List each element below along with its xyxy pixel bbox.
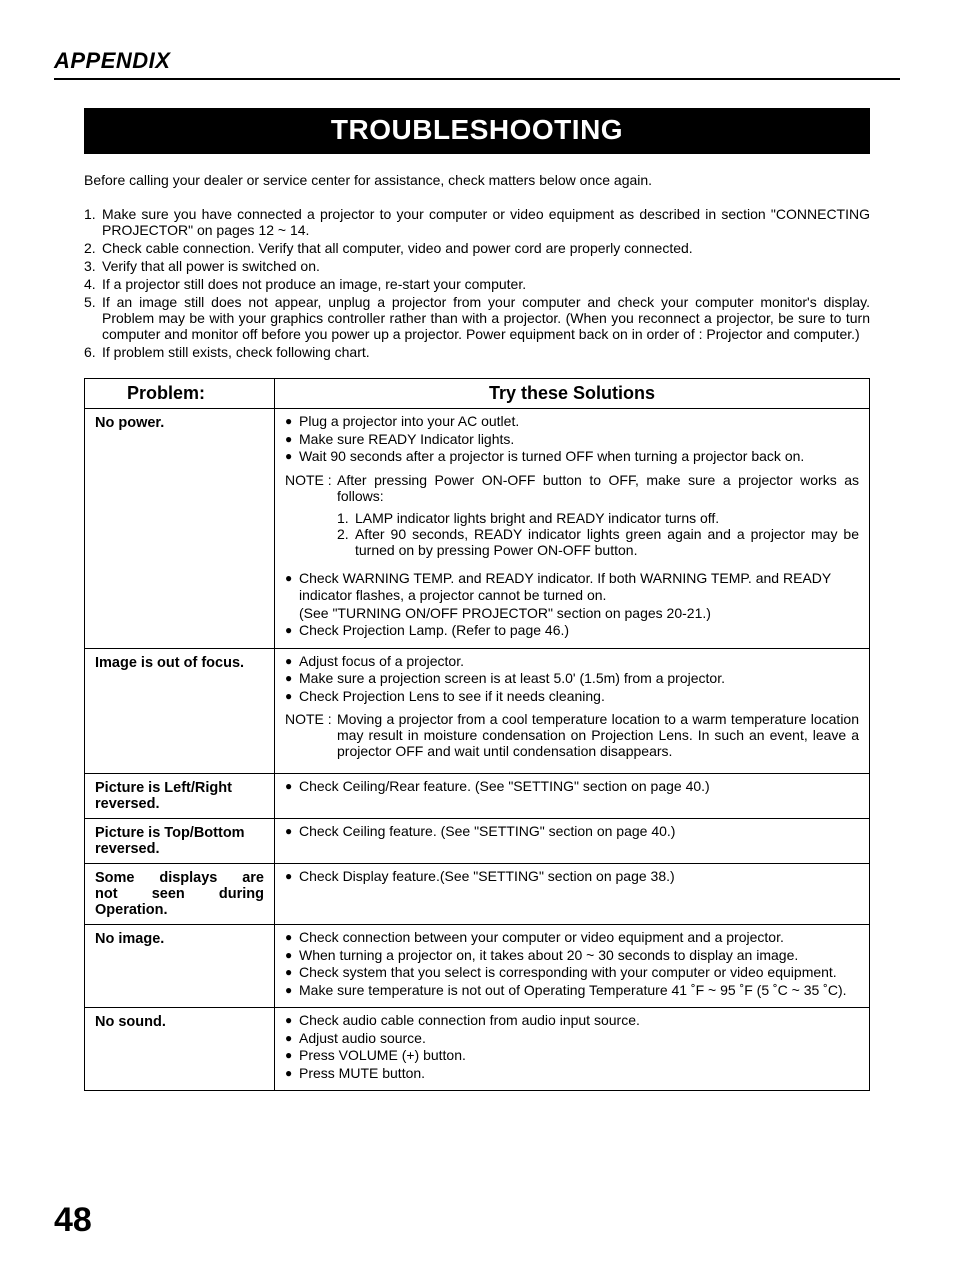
table-row: Some displays arenot seen duringOperatio… (85, 864, 870, 925)
bullet-item: ●Make sure READY Indicator lights. (285, 431, 859, 449)
bullet-item: ●Make sure a projection screen is at lea… (285, 670, 859, 688)
bullet-item: ●Check Ceiling/Rear feature. (See "SETTI… (285, 778, 859, 796)
intro-text: Before calling your dealer or service ce… (84, 172, 870, 188)
bullet-item: ●Check Projection Lamp. (Refer to page 4… (285, 622, 859, 640)
table-row: No sound. ●Check audio cable connection f… (85, 1008, 870, 1091)
table-row: No power.●Plug a projector into your AC … (85, 409, 870, 649)
bullet-item: ●Press MUTE button. (285, 1065, 859, 1083)
problem-cell: Picture is Left/Right reversed. (85, 774, 275, 819)
step-item: 6.If problem still exists, check followi… (84, 344, 870, 360)
note-block: NOTE :Moving a projector from a cool tem… (285, 711, 859, 759)
problem-cell: No power. (85, 409, 275, 649)
problem-cell: Some displays arenot seen duringOperatio… (85, 864, 275, 925)
bullet-item: ●Check connection between your computer … (285, 929, 859, 947)
page-number: 48 (54, 1201, 900, 1240)
bullet-item: ●Wait 90 seconds after a projector is tu… (285, 448, 859, 466)
step-item: 4.If a projector still does not produce … (84, 276, 870, 292)
step-item: 1.Make sure you have connected a project… (84, 206, 870, 238)
section-header: APPENDIX (54, 48, 900, 80)
table-row: Picture is Top/Bottom reversed. ●Check Ce… (85, 819, 870, 864)
step-item: 5.If an image still does not appear, unp… (84, 294, 870, 342)
col-header-problem: Problem: (85, 379, 275, 409)
bullet-item: ●Check audio cable connection from audio… (285, 1012, 859, 1030)
solution-cell: ●Check Ceiling/Rear feature. (See "SETTI… (275, 774, 870, 819)
table-row: Image is out of focus.●Adjust focus of a… (85, 648, 870, 774)
note-block: NOTE :After pressing Power ON-OFF button… (285, 472, 859, 504)
step-item: 3.Verify that all power is switched on. (84, 258, 870, 274)
col-header-solutions: Try these Solutions (275, 379, 870, 409)
note-sub-item: 1.LAMP indicator lights bright and READY… (285, 510, 859, 526)
step-item: 2.Check cable connection. Verify that al… (84, 240, 870, 256)
table-row: No image. ●Check connection between your … (85, 925, 870, 1008)
bullet-item: ●Adjust audio source. (285, 1030, 859, 1048)
troubleshooting-table: Problem: Try these Solutions No power.●P… (84, 378, 870, 1091)
numbered-steps: 1.Make sure you have connected a project… (84, 206, 870, 360)
problem-cell: No image. (85, 925, 275, 1008)
page: APPENDIX TROUBLESHOOTING Before calling … (0, 0, 954, 1280)
bullet-item: ●Check WARNING TEMP. and READY indicator… (285, 570, 859, 605)
bullet-item: ●When turning a projector on, it takes a… (285, 947, 859, 965)
bullet-item: ●Check Display feature.(See "SETTING" se… (285, 868, 859, 886)
solution-cell: ●Check connection between your computer … (275, 925, 870, 1008)
problem-cell: No sound. (85, 1008, 275, 1091)
bullet-item: ●Check Projection Lens to see if it need… (285, 688, 859, 706)
bullet-item: ●Press VOLUME (+) button. (285, 1047, 859, 1065)
page-title-bar: TROUBLESHOOTING (84, 108, 870, 154)
bullet-item: ●Check system that you select is corresp… (285, 964, 859, 982)
table-row: Picture is Left/Right reversed. ●Check Ce… (85, 774, 870, 819)
solution-cell: ●Check Ceiling feature. (See "SETTING" s… (275, 819, 870, 864)
bullet-item: ●Adjust focus of a projector. (285, 653, 859, 671)
bullet-item: ●Make sure temperature is not out of Ope… (285, 982, 859, 1000)
solution-cell: ●Adjust focus of a projector.●Make sure … (275, 648, 870, 774)
bullet-item: (See "TURNING ON/OFF PROJECTOR" section … (285, 605, 859, 623)
problem-cell: Picture is Top/Bottom reversed. (85, 819, 275, 864)
bullet-item: ●Plug a projector into your AC outlet. (285, 413, 859, 431)
bullet-item: ●Check Ceiling feature. (See "SETTING" s… (285, 823, 859, 841)
solution-cell: ●Check audio cable connection from audio… (275, 1008, 870, 1091)
problem-cell: Image is out of focus. (85, 648, 275, 774)
note-sub-item: 2.After 90 seconds, READY indicator ligh… (285, 526, 859, 558)
solution-cell: ●Check Display feature.(See "SETTING" se… (275, 864, 870, 925)
solution-cell: ●Plug a projector into your AC outlet.●M… (275, 409, 870, 649)
